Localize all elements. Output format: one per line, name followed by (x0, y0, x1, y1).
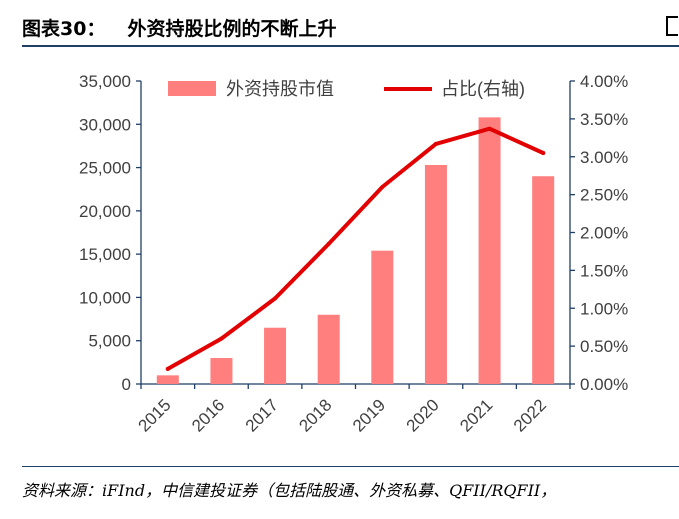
share-point-2015 (165, 366, 170, 371)
right-axis-tick-label: 4.00% (580, 72, 628, 91)
legend-bar-label: 外资持股市值 (226, 79, 334, 99)
x-tick-label-2019: 2019 (349, 395, 389, 435)
legend-line-label: 占比(右轴) (441, 79, 525, 99)
right-axis-tick-label: 1.00% (580, 299, 628, 318)
legend-bar-swatch (168, 81, 216, 96)
bar-2016 (210, 358, 233, 384)
source-rule (22, 466, 679, 467)
bar-2015 (156, 375, 179, 384)
share-point-2016 (219, 336, 224, 341)
bar-2019 (371, 250, 394, 384)
share-point-2020 (433, 141, 438, 146)
left-axis-tick-label: 25,000 (79, 159, 131, 178)
right-axis-tick-label: 3.50% (580, 110, 628, 129)
line-series (165, 126, 546, 371)
x-tick-label-2017: 2017 (242, 395, 282, 435)
left-axis-tick-label: 35,000 (79, 72, 131, 91)
title-rule (22, 45, 679, 47)
share-point-2021 (487, 126, 492, 131)
bar-2021 (478, 117, 501, 385)
source-note: 资料来源：iFInd，中信建投证券（包括陆股通、外资私募、QFII/RQFII， (22, 481, 557, 500)
x-tick-label-2018: 2018 (295, 395, 335, 435)
left-axis-tick-label: 0 (122, 375, 131, 394)
share-point-2022 (541, 150, 546, 155)
share-line (165, 126, 546, 371)
x-tick-label-2020: 2020 (403, 395, 443, 435)
bar-2018 (317, 314, 340, 384)
share-point-2017 (273, 296, 278, 301)
left-axis-tick-label: 15,000 (79, 245, 131, 264)
bar-2020 (424, 164, 447, 384)
right-axis-tick-label: 0.00% (580, 375, 628, 394)
right-axis-tick-label: 0.50% (580, 337, 628, 356)
left-axis-tick-label: 30,000 (79, 115, 131, 134)
right-axis-tick-label: 1.50% (580, 261, 628, 280)
figure-title-text: 外资持股比例的不断上升 (127, 18, 337, 40)
chart-axes: 0 5,000 10,000 15,000 20,000 25,000 30,000 35,0… (79, 72, 628, 394)
x-tick-label-2015: 2015 (134, 395, 174, 435)
figure-label: 图表30： (22, 18, 106, 40)
x-tick-label-2021: 2021 (456, 395, 496, 435)
share-point-2018 (326, 241, 331, 246)
bar-2017 (264, 327, 287, 384)
chart-legend: 外资持股市值 占比(右轴) (168, 79, 525, 99)
bar-series (156, 117, 555, 385)
left-axis-tick-label: 5,000 (88, 332, 131, 351)
x-tick-label-2022: 2022 (510, 395, 550, 435)
share-point-2019 (380, 185, 385, 190)
left-axis-tick-label: 10,000 (79, 288, 131, 307)
right-axis-tick-label: 3.00% (580, 148, 628, 167)
right-axis-tick-label: 2.50% (580, 186, 628, 205)
figure-title: 图表30： 外资持股比例的不断上升 (22, 14, 336, 41)
x-axis-labels: 2015 2016 2017 2018 2019 2020 2021 2022 (134, 395, 550, 435)
left-axis-tick-label: 20,000 (79, 202, 131, 221)
right-axis-tick-label: 2.00% (580, 224, 628, 243)
cropped-corner-box (666, 16, 678, 36)
bar-2022 (532, 176, 555, 384)
x-tick-label-2016: 2016 (188, 395, 228, 435)
